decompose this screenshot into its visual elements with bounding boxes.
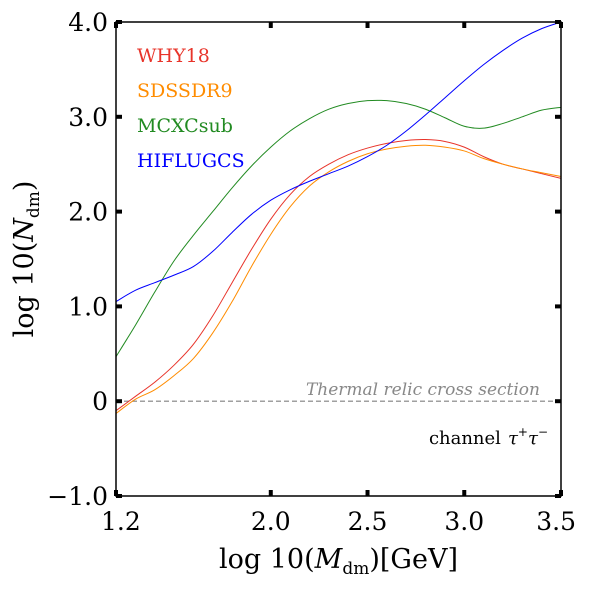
channel-annotation-word: channel	[429, 428, 501, 449]
y-axis-title: log 10(Ndm)	[9, 181, 44, 338]
legend-entry-why18: WHY18	[137, 45, 210, 67]
y-tick-label: −1.0	[47, 482, 108, 511]
x-axis-title-post: )[GeV]	[369, 544, 458, 575]
series-line-mcxcsub	[115, 99, 562, 357]
y-tick-label: 4.0	[68, 8, 108, 37]
series-line-why18	[115, 139, 562, 412]
y-tick-label: 1.0	[68, 292, 108, 321]
x-axis-title: log 10(Mdm)[GeV]	[219, 544, 458, 579]
y-axis-title-post: )	[9, 181, 40, 192]
channel-annotation-tau2: τ	[528, 428, 539, 449]
channel-annotation-minus: −	[538, 425, 548, 439]
legend-entry-hiflugcs: HIFLUGCS	[137, 150, 245, 172]
x-tick-label: 3.5	[536, 507, 576, 536]
legend: WHY18 SDSSDR9 MCXCsub HIFLUGCS	[137, 45, 245, 172]
plot-frame	[115, 21, 562, 497]
series-line-hiflugcs	[115, 21, 562, 303]
x-axis-title-pre: log 10(	[219, 544, 315, 575]
legend-entry-sdssdr9: SDSSDR9	[137, 80, 233, 102]
series-line-sdssdr9	[115, 144, 562, 414]
y-tick-label: 2.0	[68, 198, 108, 227]
y-axis-title-var: N	[9, 217, 40, 243]
x-tick-label: 1.2	[101, 507, 141, 536]
x-tick-label: 2.5	[348, 507, 388, 536]
x-axis-title-var: M	[314, 544, 344, 575]
ticks-group: 1.2 2.0 2.5 3.0 3.5 −1.0 0 1.0 2.0 3.0 4.0	[47, 8, 576, 536]
y-tick-label: 0	[92, 387, 108, 416]
y-tick-label: 3.0	[68, 103, 108, 132]
y-axis-title-pre: log 10(	[9, 242, 40, 338]
legend-entry-mcxcsub: MCXCsub	[137, 115, 233, 137]
x-tick-label: 3.0	[444, 507, 484, 536]
x-axis-title-sub: dm	[342, 559, 369, 579]
channel-annotation: channel τ+τ−	[429, 425, 548, 449]
thermal-relic-label: Thermal relic cross section	[306, 380, 540, 400]
x-tick-label: 2.0	[251, 507, 291, 536]
channel-annotation-plus: +	[518, 425, 528, 439]
y-axis-title-sub: dm	[24, 191, 44, 218]
series-lines-group	[115, 21, 562, 414]
channel-annotation-tau1: τ	[508, 428, 519, 449]
